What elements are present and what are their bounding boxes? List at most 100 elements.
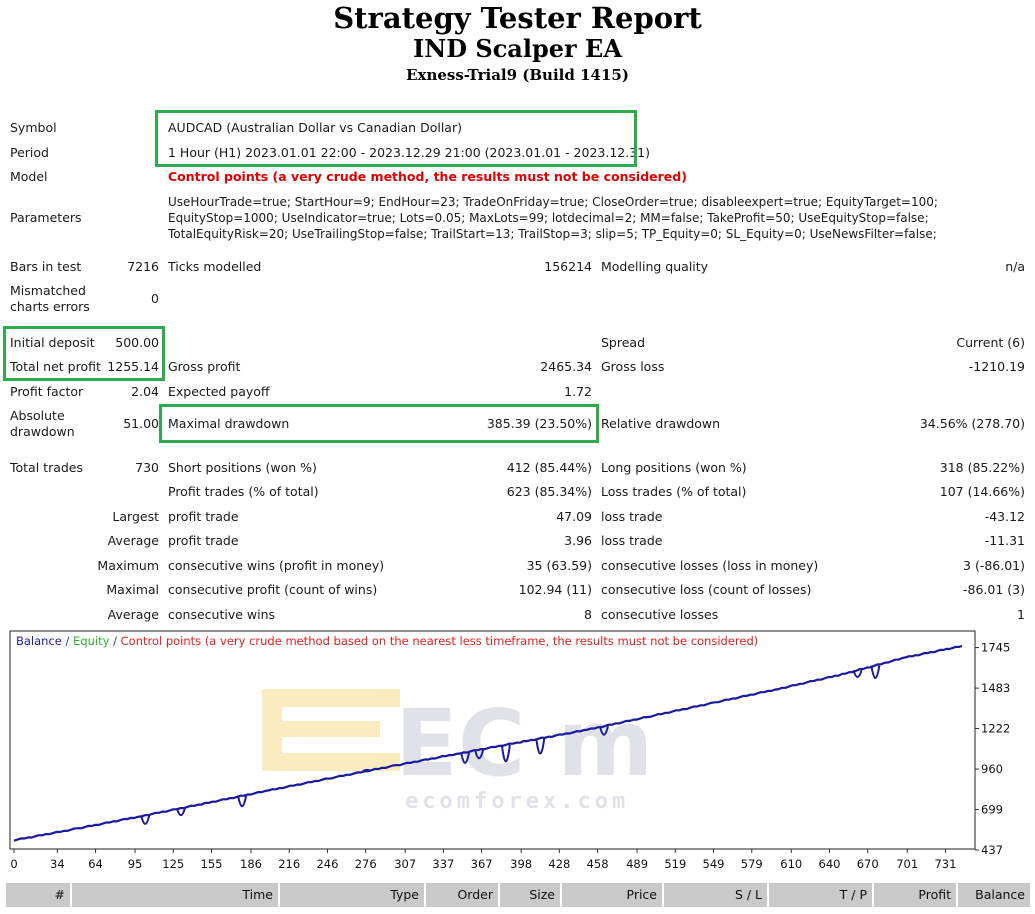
x-tick-label: 731 bbox=[934, 857, 956, 871]
legend-sep-2: / bbox=[109, 634, 121, 648]
watermark-e-shape bbox=[262, 689, 400, 771]
legend-balance: Balance bbox=[16, 634, 62, 648]
x-tick-label: 367 bbox=[471, 857, 493, 871]
profit-factor-value: 2.04 bbox=[131, 384, 159, 399]
initial-deposit-value: 500.00 bbox=[115, 335, 159, 350]
col-order[interactable]: Order bbox=[426, 883, 498, 907]
col-sl[interactable]: S / L bbox=[664, 883, 767, 907]
y-tick-label: 437 bbox=[981, 843, 1003, 857]
legend-control-points: Control points (a very crude method base… bbox=[120, 634, 759, 648]
total-net-profit-label: Total net profit bbox=[10, 359, 101, 374]
symbol-value: AUDCAD (Australian Dollar vs Canadian Do… bbox=[168, 120, 462, 135]
col-time[interactable]: Time bbox=[72, 883, 278, 907]
x-tick-label: 428 bbox=[548, 857, 570, 871]
col-profit[interactable]: Profit bbox=[874, 883, 956, 907]
chart-plot-area bbox=[9, 630, 976, 850]
ticks-modelled-value: 156214 bbox=[544, 259, 592, 274]
col-tp[interactable]: T / P bbox=[769, 883, 872, 907]
legend-equity: Equity bbox=[73, 634, 110, 648]
absolute-drawdown-label-1: Absolute bbox=[10, 408, 65, 423]
relative-drawdown-label: Relative drawdown bbox=[601, 416, 721, 431]
x-tick-label: 579 bbox=[741, 857, 763, 871]
period-value: 1 Hour (H1) 2023.01.01 22:00 - 2023.12.2… bbox=[168, 145, 651, 160]
parameters-line-1: UseHourTrade=true; StartHour=9; EndHour=… bbox=[168, 195, 938, 209]
x-tick-label: 458 bbox=[587, 857, 609, 871]
consecutive-loss-count-label: consecutive loss (count of losses) bbox=[601, 582, 812, 597]
equity-dip bbox=[474, 749, 485, 760]
maximal-drawdown-value: 385.39 (23.50%) bbox=[486, 416, 592, 431]
x-tick-label: 519 bbox=[664, 857, 686, 871]
parameters-label: Parameters bbox=[10, 210, 82, 225]
consecutive-wins-value: 8 bbox=[584, 607, 592, 622]
col-price[interactable]: Price bbox=[562, 883, 662, 907]
legend-sep-1: / bbox=[61, 634, 74, 648]
consecutive-losses-label: consecutive losses bbox=[601, 607, 719, 622]
consecutive-profit-count-label: consecutive profit (count of wins) bbox=[168, 582, 378, 597]
loss-trades-value: 107 (14.66%) bbox=[939, 484, 1025, 499]
model-value: Control points (a very crude method, the… bbox=[168, 169, 687, 184]
maximal-label: Maximal bbox=[106, 582, 159, 597]
total-net-profit-value: 1255.14 bbox=[107, 359, 159, 374]
x-tick-label: 276 bbox=[355, 857, 377, 871]
x-tick-label: 95 bbox=[128, 857, 143, 871]
largest-profit-value: 47.09 bbox=[556, 509, 592, 524]
x-tick-label: 0 bbox=[10, 857, 17, 871]
trades-table-header: # Time Type Order Size Price S / L T / P… bbox=[6, 883, 1030, 907]
gross-loss-value: -1210.19 bbox=[968, 359, 1025, 374]
equity-dip bbox=[535, 738, 546, 755]
largest-loss-trade-label: loss trade bbox=[601, 509, 663, 524]
equity-dip bbox=[362, 768, 372, 772]
equity-dip bbox=[852, 669, 863, 678]
balance-chart: EC m ecomforex.com 437 699 960 1222 1483 1745… bbox=[9, 630, 1010, 871]
mismatched-value: 0 bbox=[151, 291, 159, 306]
x-tick-label: 640 bbox=[819, 857, 841, 871]
absolute-drawdown-value: 51.00 bbox=[123, 416, 159, 431]
consecutive-wins-label: consecutive wins bbox=[168, 607, 276, 622]
x-tick-label: 216 bbox=[278, 857, 300, 871]
y-tick-label: 699 bbox=[981, 802, 1003, 816]
x-tick-label: 701 bbox=[896, 857, 918, 871]
maximal-drawdown-label: Maximal drawdown bbox=[168, 416, 290, 431]
ea-name: IND Scalper EA bbox=[413, 34, 622, 63]
watermark-logo-text: EC m bbox=[395, 690, 653, 797]
x-tick-label: 125 bbox=[162, 857, 184, 871]
profit-trades-value: 623 (85.34%) bbox=[506, 484, 592, 499]
largest-profit-trade-label: profit trade bbox=[168, 509, 239, 524]
average-profit-value: 3.96 bbox=[564, 533, 592, 548]
gross-profit-value: 2465.34 bbox=[540, 359, 592, 374]
ticks-modelled-label: Ticks modelled bbox=[168, 259, 262, 274]
col-number[interactable]: # bbox=[6, 883, 70, 907]
y-tick-label: 1222 bbox=[981, 722, 1010, 736]
spread-label: Spread bbox=[601, 335, 646, 350]
short-positions-label: Short positions (won %) bbox=[168, 460, 317, 475]
average-loss-trade-label: loss trade bbox=[601, 533, 663, 548]
x-tick-label: 64 bbox=[88, 857, 103, 871]
profit-trades-label: Profit trades (% of total) bbox=[168, 484, 319, 499]
deposit-profit-highlight bbox=[3, 326, 165, 381]
consecutive-losses-money-value: 3 (-86.01) bbox=[963, 558, 1025, 573]
col-type[interactable]: Type bbox=[280, 883, 424, 907]
average-profit-trade-label: profit trade bbox=[168, 533, 239, 548]
x-tick-label: 155 bbox=[201, 857, 223, 871]
x-tick-label: 186 bbox=[240, 857, 262, 871]
parameters-line-2: EquityStop=1000; UseIndicator=true; Lots… bbox=[168, 211, 929, 225]
x-tick-label: 337 bbox=[432, 857, 454, 871]
consecutive-loss-count-value: -86.01 (3) bbox=[963, 582, 1025, 597]
expected-payoff-value: 1.72 bbox=[564, 384, 592, 399]
gross-profit-label: Gross profit bbox=[168, 359, 241, 374]
average-consecutive-label: Average bbox=[107, 607, 159, 622]
equity-dip bbox=[500, 744, 511, 763]
watermark: EC m ecomforex.com bbox=[262, 689, 653, 814]
maximum-label: Maximum bbox=[97, 558, 159, 573]
maximal-drawdown-highlight bbox=[159, 404, 599, 443]
col-size[interactable]: Size bbox=[500, 883, 560, 907]
total-trades-value: 730 bbox=[135, 460, 159, 475]
consecutive-losses-money-label: consecutive losses (loss in money) bbox=[601, 558, 819, 573]
largest-label: Largest bbox=[112, 509, 159, 524]
loss-trades-label: Loss trades (% of total) bbox=[601, 484, 747, 499]
col-balance[interactable]: Balance bbox=[958, 883, 1030, 907]
average-label: Average bbox=[107, 533, 159, 548]
x-tick-label: 489 bbox=[626, 857, 648, 871]
absolute-drawdown-label-2: drawdown bbox=[10, 424, 75, 439]
account-build: Exness-Trial9 (Build 1415) bbox=[406, 66, 629, 84]
